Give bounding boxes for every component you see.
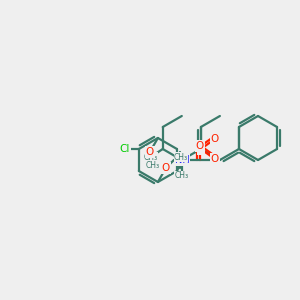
Text: CH₃: CH₃	[174, 152, 188, 161]
Text: S: S	[197, 144, 204, 154]
Text: O: O	[211, 154, 219, 164]
Text: Cl: Cl	[120, 144, 130, 154]
Text: O: O	[211, 134, 219, 144]
Text: CH₃: CH₃	[146, 161, 160, 170]
Text: O: O	[196, 141, 204, 151]
Text: NH: NH	[175, 155, 189, 165]
Text: CH₃: CH₃	[175, 172, 189, 181]
Text: O: O	[146, 147, 154, 157]
Text: N: N	[178, 155, 186, 165]
Text: CH₃: CH₃	[144, 152, 158, 161]
Text: O: O	[162, 163, 170, 173]
